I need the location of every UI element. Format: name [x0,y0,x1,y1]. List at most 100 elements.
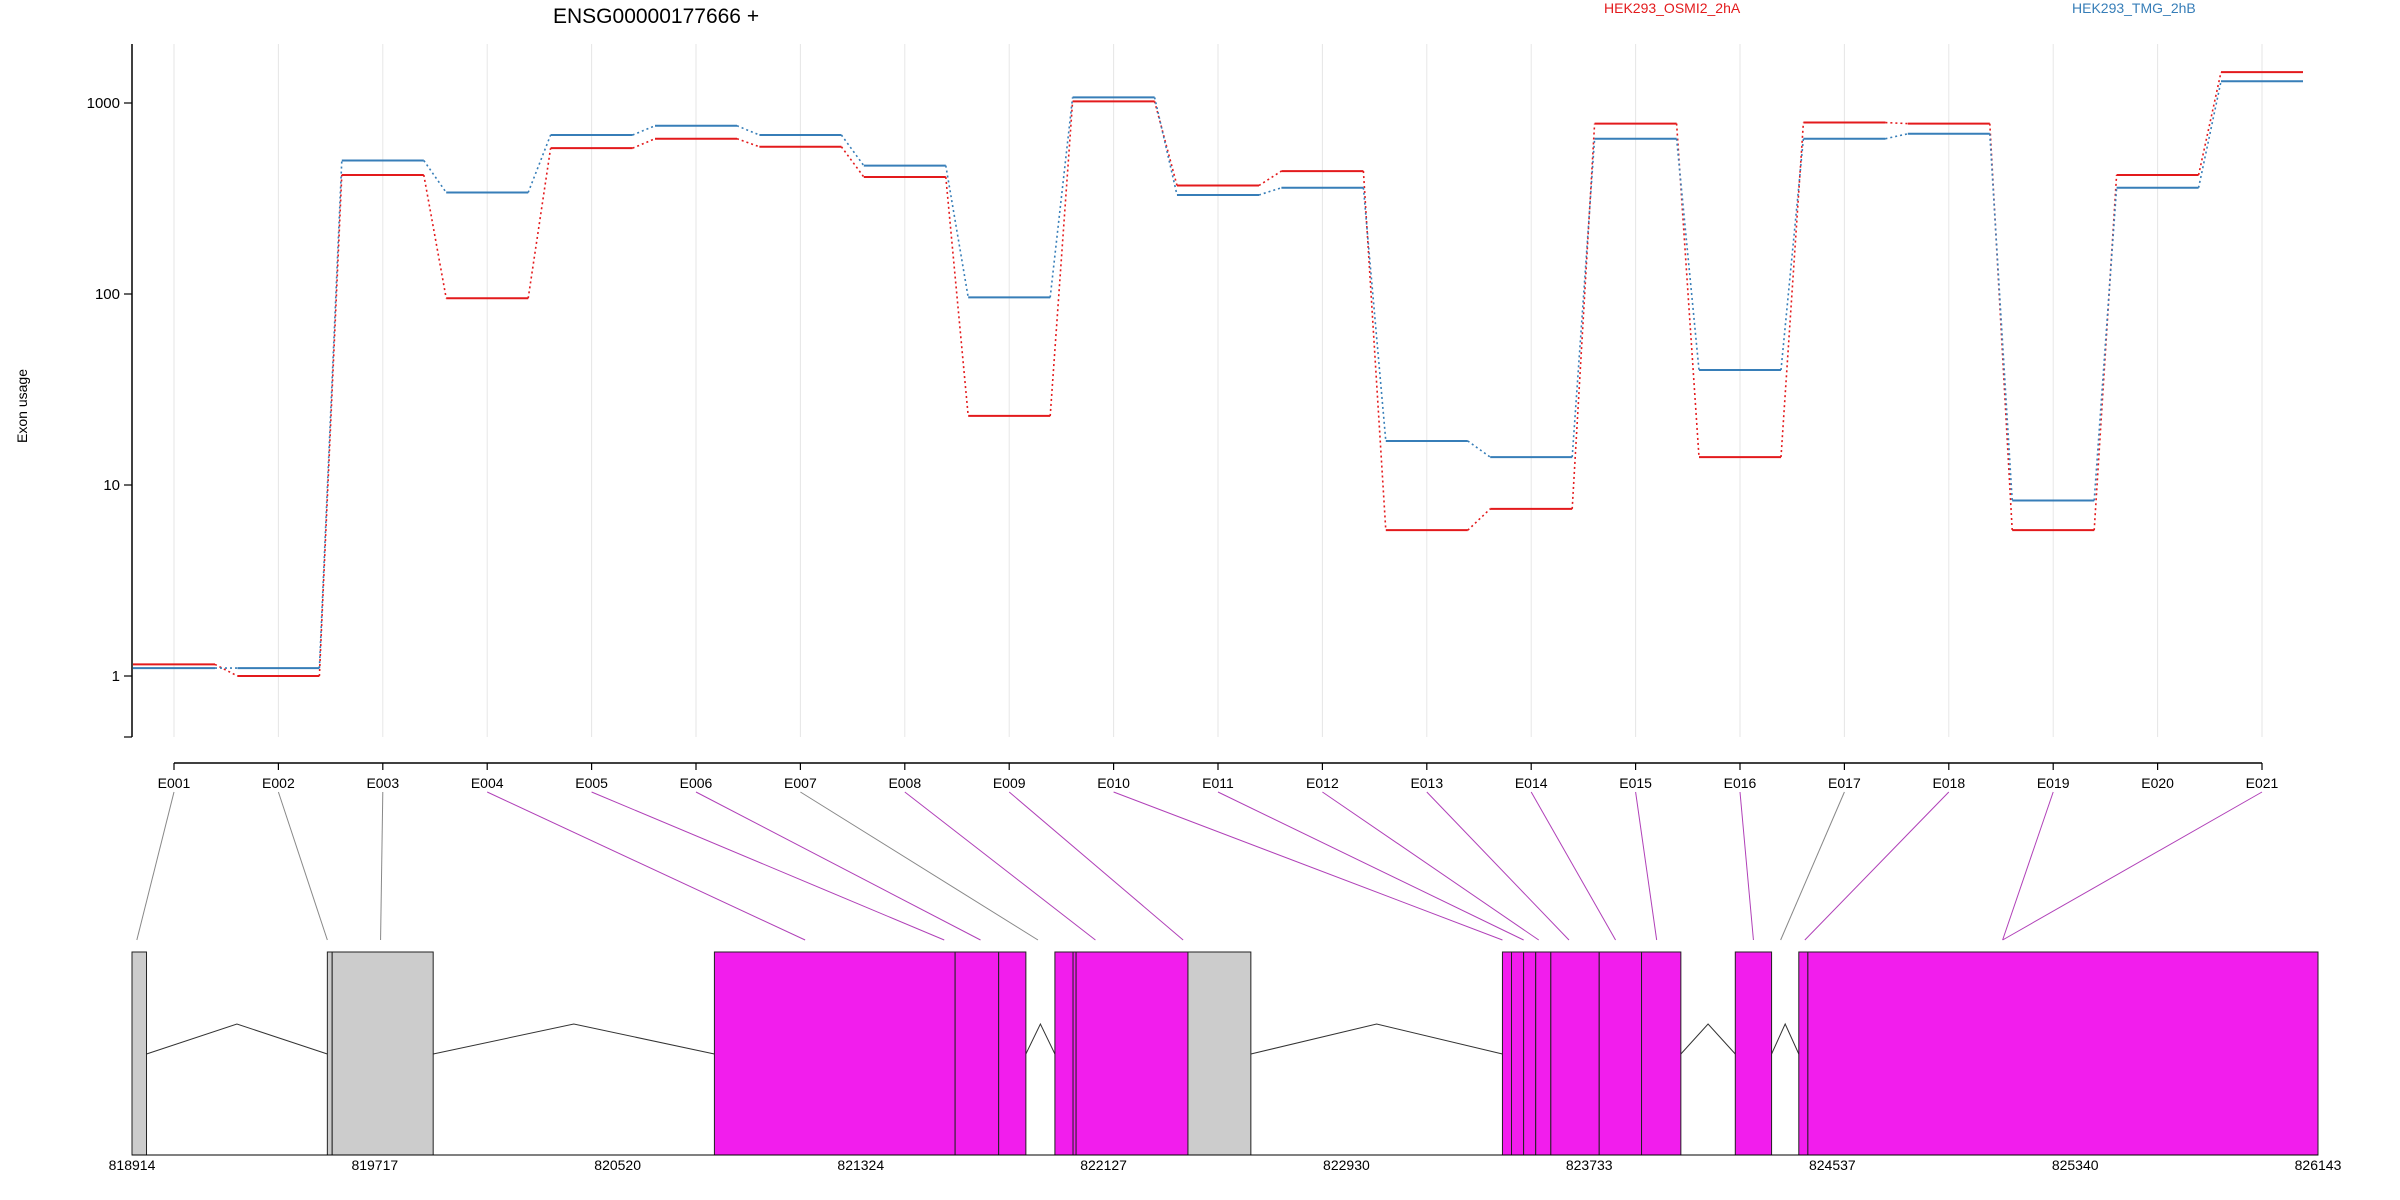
exon-noncoding [1187,951,1252,1156]
x-tick-label-e011: E011 [1202,775,1234,791]
series-2-connector [1675,138,1700,371]
exon-connector [1530,791,1616,941]
chart-title: ENSG00000177666 + [553,5,759,28]
series-1-connector [423,174,447,299]
genome-tick-label: 826143 [2295,1157,2342,1173]
exon-noncoding [331,951,434,1156]
exon-coding [1535,951,1552,1156]
intron [1025,1022,1056,1055]
intron [1250,1023,1503,1055]
exon-noncoding [131,951,148,1156]
x-tick-label-e001: E001 [158,775,191,791]
exon-coding [1511,951,1525,1156]
series-1-connector [2093,174,2118,531]
series-2-connector [527,134,552,193]
exon-coding [998,951,1027,1156]
exon-connector [1635,791,1658,941]
x-tick-label-e019: E019 [2037,775,2070,791]
x-tick-label-e009: E009 [993,775,1026,791]
exon-coding [1075,951,1189,1156]
connector-layer [136,791,2263,941]
series-1-connector [1571,123,1596,509]
series-2-connector [945,165,969,298]
exon-coding [1501,951,1513,1156]
series-2-connector [840,134,865,167]
x-tick-label-e005: E005 [575,775,608,791]
series-1-connector [1049,101,1074,416]
exon-connector [1322,791,1540,941]
x-tick-label-e020: E020 [2141,775,2174,791]
x-tick-label-e002: E002 [262,775,295,791]
series-2-connector [1780,138,1805,371]
y-tick-label: 1 [112,668,120,685]
series-1-connector [1885,121,1908,125]
genome-tick-label: 819717 [351,1157,398,1173]
genome-tick-label: 821324 [837,1157,884,1173]
series-2-connector [2197,81,2222,188]
exon-connector [1426,791,1570,941]
exon-connector [800,791,1039,941]
exon-coding [1798,951,1809,1156]
series-1-connector [736,137,760,148]
intron [433,1023,715,1055]
x-tick-label-e013: E013 [1410,775,1443,791]
y-tick-label: 10 [103,477,120,494]
genome-tick-label: 824537 [1809,1157,1856,1173]
series-1-connector [1258,170,1282,187]
series-1-connector [840,146,865,178]
exon-connector [136,791,175,941]
x-tick-label-e003: E003 [366,775,399,791]
exon-connector [277,791,328,941]
grid-layer [173,44,2263,737]
y-tick-label: 100 [95,286,120,303]
exon-connector [591,791,945,941]
x-tick-label-e004: E004 [471,775,504,791]
x-tick-label-e015: E015 [1619,775,1652,791]
x-tick-label-e017: E017 [1828,775,1861,791]
genome-tick-label: 822127 [1080,1157,1127,1173]
intron [1771,1022,1800,1055]
series-2-connector [1467,440,1491,458]
series-1-connector [1362,171,1387,531]
series-2-connector [632,125,656,136]
gene-model-layer: 818914 819717 820520 821324 822127 822930 8237… [109,951,2342,1173]
exon-connector [695,791,981,941]
series-1-connector [945,176,969,416]
exon-coding [1550,951,1600,1156]
exon-coding [1641,951,1682,1156]
x-tick-label-e016: E016 [1724,775,1757,791]
series-1-connector [318,174,343,677]
series-1-connector [2197,72,2222,176]
x-tick-label-e021: E021 [2246,775,2279,791]
exon-connector [2002,791,2054,941]
x-tick-label-e012: E012 [1306,775,1339,791]
exon-coding [1598,951,1643,1156]
series-1-connector [1780,122,1805,458]
series-2-connector [1362,187,1387,442]
genome-tick-label: 818914 [109,1157,156,1173]
series-2-connector [1258,186,1282,196]
exon-connector [1739,791,1754,941]
intron [1680,1023,1736,1055]
series-2-connector [1049,97,1074,298]
exon-connector [1113,791,1503,941]
exon-connector [2002,791,2263,941]
series-2-connector [2093,187,2118,501]
series-2-connector [736,125,760,136]
series-2-connector [423,160,447,193]
series-layer [133,71,2303,677]
series-1-connector [1467,508,1491,531]
x-tick-label-e006: E006 [680,775,713,791]
series-2-connector [1153,97,1178,196]
axis-layer: 1 10 100 1000 E001 E002 E003 E004 E005 E006 E007 E0… [87,44,2279,791]
genome-tick-label: 820520 [594,1157,641,1173]
y-tick-label: 1000 [87,95,120,112]
label-layer: ENSG00000177666 + HEK293_OSMI2_2hA HEK29… [14,0,2196,443]
legend-series-2: HEK293_TMG_2hB [2072,0,2196,16]
exon-connector [486,791,806,941]
series-2-connector [1571,138,1596,458]
exon-coding [954,951,1000,1156]
x-tick-label-e008: E008 [888,775,921,791]
exon-coding [1523,951,1537,1156]
series-2-connector [1885,132,1908,140]
